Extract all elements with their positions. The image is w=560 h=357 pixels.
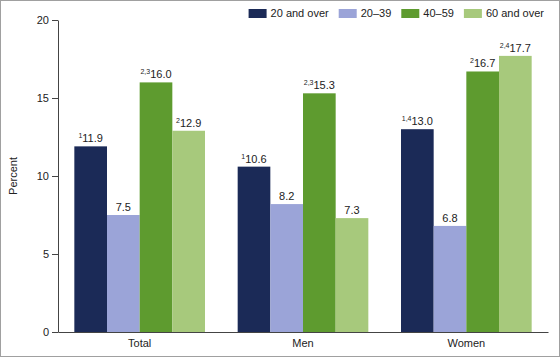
tick-mark [52,98,58,99]
data-label: 2,315.3 [304,79,335,91]
tick: Total [128,332,151,349]
data-value: 10.6 [245,153,266,165]
bar [140,82,173,332]
bar [336,218,369,332]
legend-item: 20 and over [249,7,329,19]
plot: 111.9110.61,413.07.58.26.82,316.02,315.3… [37,14,549,349]
legend-label: 40–59 [423,7,454,19]
bar [172,131,205,332]
data-label: 7.5 [116,201,131,213]
bar [303,93,336,332]
legend-item: 20–39 [339,7,392,19]
footnote-marker: 2,4 [500,42,510,49]
tick-label: 0 [43,326,49,338]
tick: 5 [43,248,58,260]
data-label: 8.2 [279,190,294,202]
tick: Men [292,332,313,349]
bar [401,129,434,332]
data-label: 110.6 [241,153,266,165]
data-value: 17.7 [509,42,530,54]
bar [466,71,499,332]
tick-mark [52,332,58,333]
tick-mark [52,254,58,255]
tick: 0 [43,326,58,338]
data-value: 12.9 [180,117,201,129]
data-label: 212.9 [176,117,201,129]
tick-label: 15 [37,92,49,104]
bar [499,56,532,332]
data-labels: 111.9110.61,413.07.58.26.82,316.02,315.3… [78,42,530,224]
legend: 20 and over 20–39 40–59 60 and over [249,7,545,19]
data-label: 7.3 [344,204,359,216]
bar [107,215,140,332]
legend-item: 40–59 [401,7,454,19]
legend-item: 60 and over [464,7,544,19]
legend-swatch [339,9,357,18]
data-label: 2,316.0 [140,68,171,80]
data-label: 216.7 [470,57,495,69]
data-value: 16.7 [474,57,495,69]
footnote-marker: 1,4 [402,115,412,122]
footnote-marker: 2,3 [140,68,150,75]
tick-mark [52,176,58,177]
data-value: 16.0 [150,68,171,80]
footnote-marker: 2,3 [304,79,314,86]
data-value: 7.3 [344,204,359,216]
legend-label: 20–39 [361,7,392,19]
legend-swatch [401,9,419,18]
tick-label: Men [292,337,313,349]
bar [270,204,303,332]
tick: 15 [37,92,58,104]
data-value: 6.8 [442,212,457,224]
tick-label: 5 [43,248,49,260]
data-label: 111.9 [78,132,103,144]
bar [74,146,107,332]
axis-line [59,332,549,333]
tick: 20 [37,14,58,26]
data-value: 11.9 [82,132,103,144]
data-label: 6.8 [442,212,457,224]
tick: 10 [37,170,58,182]
bar [434,226,467,332]
frame [1,1,560,357]
axis-title: Percent [7,157,19,195]
tick-label: Women [447,337,485,349]
data-value: 7.5 [116,201,131,213]
tick-label: Total [128,337,151,349]
legend-swatch [249,9,267,18]
legend-label: 20 and over [271,7,329,19]
data-value: 13.0 [411,115,432,127]
legend-label: 60 and over [486,7,544,19]
data-value: 8.2 [279,190,294,202]
chart: 111.9110.61,413.07.58.26.82,316.02,315.3… [0,0,560,357]
x-axis: Total Men Women [59,332,549,349]
bar [238,167,271,332]
tick-mark [52,20,58,21]
data-label: 1,413.0 [402,115,433,127]
y-axis: 0 5 10 15 20 [37,14,59,338]
legend-swatch [464,9,482,18]
bars [74,56,531,332]
tick: Women [447,332,485,349]
tick-label: 10 [37,170,49,182]
data-label: 2,417.7 [500,42,531,54]
data-value: 15.3 [313,79,334,91]
tick-label: 20 [37,14,49,26]
axis-line [58,21,59,333]
